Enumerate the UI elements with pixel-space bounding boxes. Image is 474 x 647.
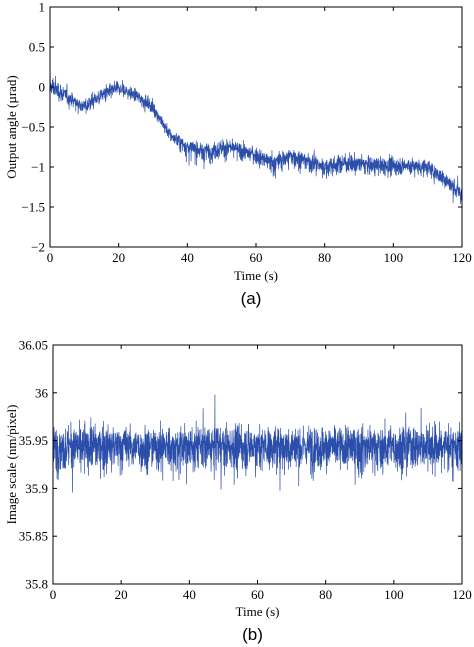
chart-b-y-tick-label: 35.95: [19, 433, 48, 448]
chart-b: 0 20 40 60 80 100 120 36.05 36 35.95 35.9 35.85 35.8…: [4, 338, 472, 645]
chart-a-x-tick-label: 120: [452, 250, 472, 265]
chart-b-series-layer: [53, 394, 462, 493]
chart-b-x-tick-label: 60: [251, 587, 264, 602]
chart-a-series-line: [50, 72, 462, 205]
chart-b-x-tick-label: 40: [183, 587, 196, 602]
chart-a-y-tick-label: 0: [39, 80, 46, 95]
chart-a-y-tick-label: 1: [39, 0, 46, 15]
chart-a-y-tick-label: −0.5: [21, 120, 45, 135]
chart-a-y-tick-label: −2: [31, 240, 45, 255]
chart-b-y-tick-label: 35.8: [25, 577, 48, 592]
chart-a-y-tick-label: −1.5: [21, 200, 45, 215]
chart-a-panel-label: (a): [241, 289, 262, 308]
chart-b-y-tick-label: 36: [35, 385, 49, 400]
chart-b-x-tick-label: 120: [452, 587, 472, 602]
chart-a-x-tick-label: 100: [384, 250, 404, 265]
chart-b-ticks: 0 20 40 60 80 100 120 36.05 36 35.95 35.9 35.85 35.8: [19, 338, 472, 603]
chart-b-x-tick-label: 20: [115, 587, 128, 602]
chart-b-y-axis-label: Image scale (nm/pixel): [4, 405, 19, 525]
chart-a-series-layer: [50, 72, 462, 205]
chart-a-x-tick-label: 40: [181, 250, 194, 265]
chart-b-x-tick-label: 80: [319, 587, 332, 602]
chart-b-x-tick-label: 100: [384, 587, 404, 602]
chart-a: 0 20 40 60 80 100 120 1 0.5 0 −0.5 −1 −1.5 −2 Time (s…: [4, 0, 472, 308]
chart-b-x-tick-label: 0: [50, 587, 57, 602]
chart-b-series-line: [53, 394, 462, 493]
chart-b-y-tick-label: 35.9: [25, 481, 48, 496]
chart-b-y-tick-label: 36.05: [19, 338, 48, 353]
chart-a-y-tick-label: 0.5: [29, 40, 45, 55]
chart-b-y-tick-label: 35.85: [19, 529, 48, 544]
chart-a-y-axis-label: Output angle (µrad): [4, 75, 19, 179]
chart-a-y-tick-label: −1: [31, 160, 45, 175]
chart-b-x-axis-label: Time (s): [236, 604, 280, 619]
chart-a-x-tick-label: 80: [318, 250, 331, 265]
chart-b-panel-label: (b): [242, 625, 263, 644]
chart-a-x-tick-label: 60: [250, 250, 263, 265]
chart-a-ticks: 0 20 40 60 80 100 120 1 0.5 0 −0.5 −1 −1.5 −2: [21, 0, 471, 265]
chart-a-x-tick-label: 20: [112, 250, 125, 265]
chart-a-x-axis-label: Time (s): [234, 268, 278, 283]
chart-a-plot-frame: [49, 6, 463, 248]
chart-a-x-tick-label: 0: [47, 250, 54, 265]
